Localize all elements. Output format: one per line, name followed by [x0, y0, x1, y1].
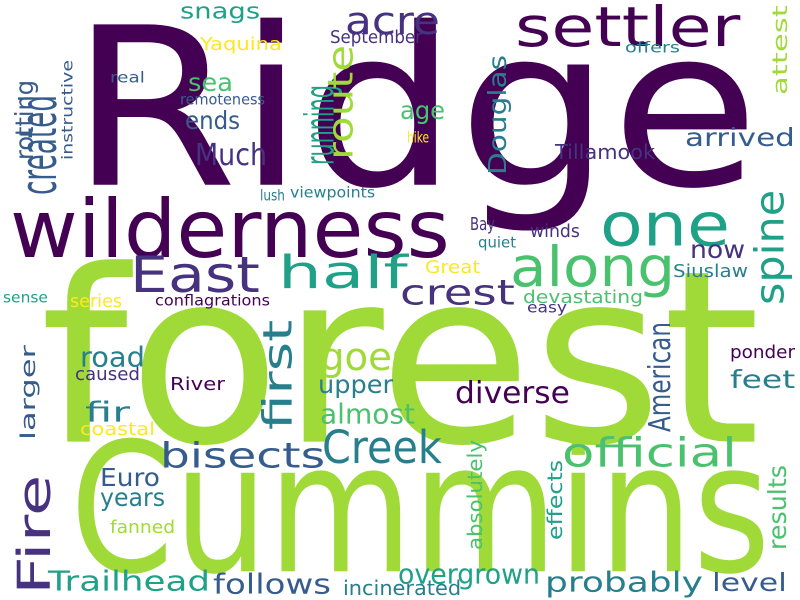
word-conflagrations: conflagrations	[155, 291, 271, 310]
word-incinerated: incinerated	[343, 576, 462, 600]
word-sense: sense	[3, 288, 48, 307]
word-coastal: coastal	[80, 418, 155, 440]
word-easy: easy	[527, 298, 568, 317]
word-bisects: bisects	[160, 434, 326, 476]
word-devastating: devastating	[523, 286, 643, 308]
word-trailhead: Trailhead	[48, 564, 211, 598]
word-instructive: instructive	[58, 60, 77, 160]
word-follows: follows	[213, 567, 332, 600]
word-absolutely: absolutely	[463, 440, 487, 550]
word-remoteness: remoteness	[180, 90, 265, 109]
word-ridge: Ridge	[70, 0, 760, 238]
word-american: American	[642, 322, 678, 432]
word-series: series	[70, 290, 123, 312]
word-quiet: quiet	[478, 233, 517, 252]
word-douglas: Douglas	[482, 54, 512, 175]
word-fanned: fanned	[110, 516, 176, 538]
word-almost: almost	[320, 397, 415, 431]
word-goes: goes	[320, 334, 413, 380]
word-viewpoints: viewpoints	[290, 183, 376, 202]
word-hike: hike	[407, 128, 430, 147]
word-east: East	[130, 245, 260, 304]
word-years: years	[100, 482, 166, 512]
word-bay: Bay	[470, 213, 496, 235]
word-level: level	[712, 567, 787, 597]
word-official: official	[562, 429, 737, 477]
word-one: one	[600, 189, 731, 260]
word-diverse: diverse	[455, 375, 570, 411]
word-along: along	[510, 235, 676, 300]
word-overgrown: overgrown	[398, 557, 540, 591]
word-great: Great	[425, 256, 481, 278]
word-feet: feet	[730, 364, 796, 394]
word-offers: offers	[625, 38, 680, 57]
word-much: Much	[195, 137, 268, 173]
word-wilderness: wilderness	[10, 182, 450, 277]
word-half: half	[278, 245, 408, 299]
word-winds: winds	[530, 220, 580, 242]
word-siuslaw: Siuslaw	[673, 260, 748, 282]
word-fir: fir	[85, 395, 131, 429]
word-larger: larger	[16, 345, 40, 440]
word-arrived: arrived	[685, 122, 795, 152]
word-tillamook: Tillamook	[555, 140, 656, 164]
word-crest: crest	[400, 271, 515, 313]
word-effects: effects	[543, 459, 567, 540]
word-ends: ends	[185, 105, 241, 135]
word-now: now	[690, 234, 746, 264]
word-ponder: ponder	[730, 341, 796, 363]
word-yaquina: Yaquina	[200, 33, 282, 55]
word-cummins: Cummins	[70, 403, 771, 600]
word-sea: sea	[188, 67, 233, 97]
word-snags: snags	[180, 0, 261, 24]
word-acre: acre	[345, 0, 440, 44]
word-age: age	[400, 95, 446, 125]
word-caused: caused	[75, 363, 140, 385]
word-probably: probably	[545, 565, 703, 599]
word-forest: forest	[40, 218, 761, 500]
word-settler: settler	[515, 0, 741, 60]
word-results: results	[762, 464, 792, 550]
word-road: road	[80, 340, 145, 374]
word-spine: spine	[746, 189, 794, 305]
word-creek: Creek	[322, 420, 442, 474]
word-upper: upper	[318, 369, 393, 399]
word-river: River	[170, 373, 226, 395]
word-rotting: rotting	[9, 79, 39, 160]
word-lush: lush	[260, 186, 285, 205]
word-route: route	[319, 44, 361, 160]
word-euro: Euro	[100, 462, 160, 492]
word-september: September	[330, 26, 422, 48]
word-attest: attest	[768, 5, 792, 96]
word-real: real	[110, 68, 145, 87]
word-first: first	[254, 319, 302, 430]
